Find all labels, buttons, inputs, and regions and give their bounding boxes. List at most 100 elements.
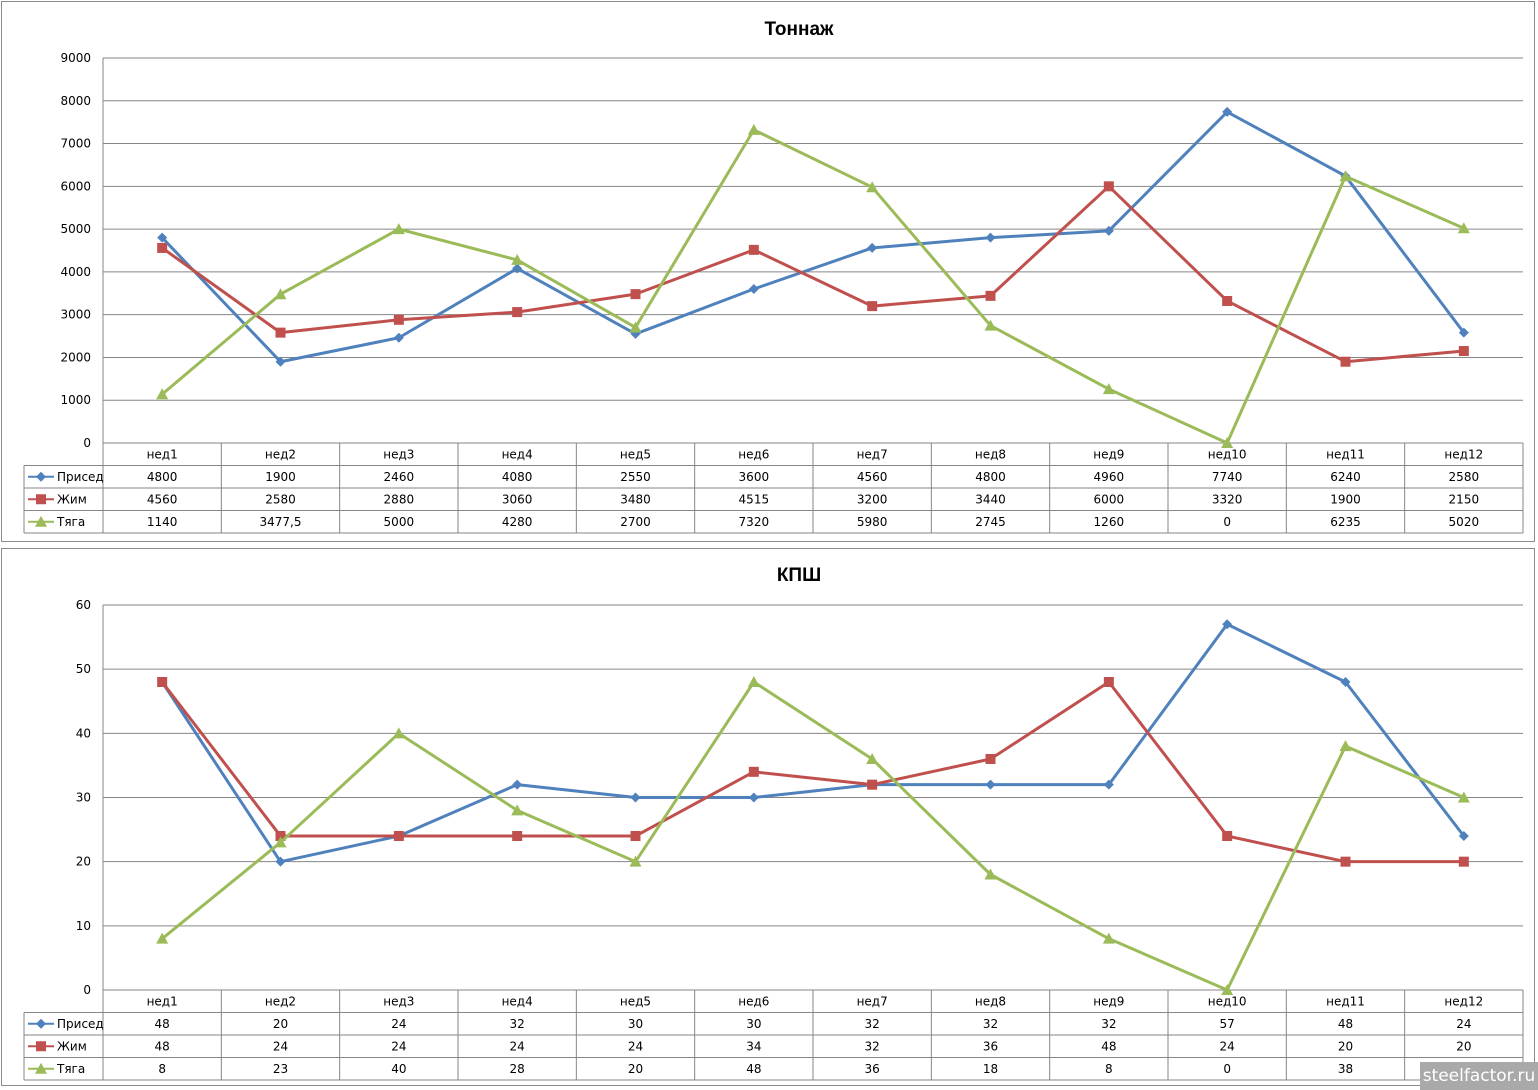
data-table-value: 30 — [746, 1017, 761, 1031]
data-point — [1221, 984, 1234, 995]
data-table-value: 20 — [1456, 1039, 1471, 1053]
data-point — [512, 307, 523, 318]
data-point — [630, 831, 641, 841]
data-table-value: 1900 — [265, 470, 296, 484]
data-table-value: 4515 — [739, 492, 770, 506]
data-point — [392, 223, 405, 235]
data-table-value: 57 — [1220, 1017, 1235, 1031]
legend-label: Жим — [57, 1039, 87, 1053]
data-point — [1103, 181, 1114, 192]
data-point — [747, 123, 760, 135]
category-label: нед2 — [265, 994, 296, 1008]
data-point — [156, 932, 169, 944]
data-table-value: 4800 — [147, 470, 178, 484]
data-point — [985, 779, 996, 790]
data-table-value: 18 — [983, 1062, 998, 1076]
data-point — [512, 831, 523, 841]
data-table-value: 2580 — [1449, 470, 1480, 484]
data-point — [866, 181, 879, 193]
data-point — [393, 314, 404, 325]
data-table-value: 2460 — [384, 470, 415, 484]
data-point — [867, 242, 878, 253]
data-table-value: 24 — [273, 1039, 288, 1053]
data-table-value: 3440 — [975, 492, 1006, 506]
data-table-value: 24 — [391, 1017, 406, 1031]
series-line-3 — [161, 128, 1465, 445]
data-table-value: 36 — [865, 1062, 880, 1076]
data-point — [1339, 170, 1352, 182]
data-point — [1458, 327, 1469, 338]
data-table-value: 24 — [1456, 1017, 1471, 1031]
data-point — [1340, 356, 1351, 367]
data-table-value: 36 — [983, 1039, 998, 1053]
tonnage-chart: Тоннаж 0 1000 2000 3000 4000 5000 6000 7000 8000 9… — [23, 19, 1524, 534]
category-label: нед7 — [857, 447, 888, 461]
data-table-value: 8 — [158, 1062, 166, 1076]
legend-label: Тяга — [56, 1062, 85, 1076]
data-point — [985, 290, 996, 301]
data-point — [1458, 831, 1469, 841]
data-table-value: 7740 — [1212, 470, 1243, 484]
data-point — [1457, 222, 1470, 234]
legend-marker — [36, 494, 46, 505]
kpsh-chart: КПШ 0 10 20 30 40 50 60 нед1 нед2 нед3 нед4 нед5 нед6… — [23, 565, 1524, 1081]
y-tick-label: 20 — [76, 855, 91, 869]
legend-label: Присед — [57, 1017, 104, 1031]
y-tick-label: 30 — [76, 791, 91, 805]
data-table-value: 2550 — [620, 470, 651, 484]
category-label: нед9 — [1093, 447, 1124, 461]
category-label: нед2 — [265, 447, 296, 461]
data-point — [984, 868, 997, 880]
data-table-value: 3060 — [502, 492, 533, 506]
data-table-value: 32 — [1101, 1017, 1116, 1031]
y-tick-label: 3000 — [60, 308, 91, 322]
data-point — [275, 356, 286, 367]
data-table-value: 4280 — [502, 515, 533, 529]
category-label: нед12 — [1444, 994, 1483, 1008]
data-table-value: 1900 — [1330, 492, 1361, 506]
data-point — [866, 753, 879, 764]
y-tick-label: 4000 — [60, 265, 91, 279]
data-point — [274, 836, 287, 848]
data-point — [748, 244, 759, 255]
data-table-value: 3600 — [739, 470, 770, 484]
kpsh-chart-panel: КПШ 0 10 20 30 40 50 60 нед1 нед2 нед3 нед4 нед5 нед6… — [1, 548, 1535, 1086]
data-point — [984, 319, 997, 331]
y-tick-label: 5000 — [60, 222, 91, 236]
data-point — [157, 242, 168, 253]
category-label: нед7 — [857, 994, 888, 1008]
data-table-value: 0 — [1223, 515, 1231, 529]
data-point — [157, 677, 168, 687]
legend-label: Присед — [57, 470, 104, 484]
data-table-value: 38 — [1338, 1062, 1353, 1076]
category-label: нед5 — [620, 447, 651, 461]
data-table-value: 48 — [1101, 1039, 1116, 1053]
category-label: нед1 — [147, 994, 178, 1008]
data-point — [275, 831, 286, 841]
category-label: нед10 — [1208, 447, 1247, 461]
y-tick-label: 0 — [83, 436, 91, 450]
data-table-value: 24 — [628, 1039, 643, 1053]
data-point — [1103, 225, 1114, 236]
data-point — [393, 332, 404, 343]
data-table-value: 32 — [865, 1017, 880, 1031]
data-point — [1103, 779, 1114, 790]
y-tick-label: 0 — [83, 983, 91, 997]
legend-marker — [36, 1018, 46, 1029]
data-point — [1458, 346, 1469, 357]
data-point — [985, 232, 996, 243]
data-table-value: 20 — [1338, 1039, 1353, 1053]
data-table-value: 8 — [1105, 1062, 1113, 1076]
data-table-value: 6240 — [1330, 470, 1361, 484]
y-tick-label: 40 — [76, 726, 91, 740]
y-tick-label: 10 — [76, 919, 91, 933]
data-point — [1458, 856, 1469, 867]
data-table-value: 2745 — [975, 515, 1006, 529]
data-point — [512, 779, 523, 790]
data-table-value: 2700 — [620, 515, 651, 529]
data-table-value: 5000 — [384, 515, 415, 529]
data-table-value: 32 — [865, 1039, 880, 1053]
data-point — [630, 792, 641, 803]
data-point — [1340, 677, 1351, 687]
tonnage-chart-panel: Тоннаж 0 1000 2000 3000 4000 5000 6000 7000 8000 9… — [1, 1, 1535, 542]
